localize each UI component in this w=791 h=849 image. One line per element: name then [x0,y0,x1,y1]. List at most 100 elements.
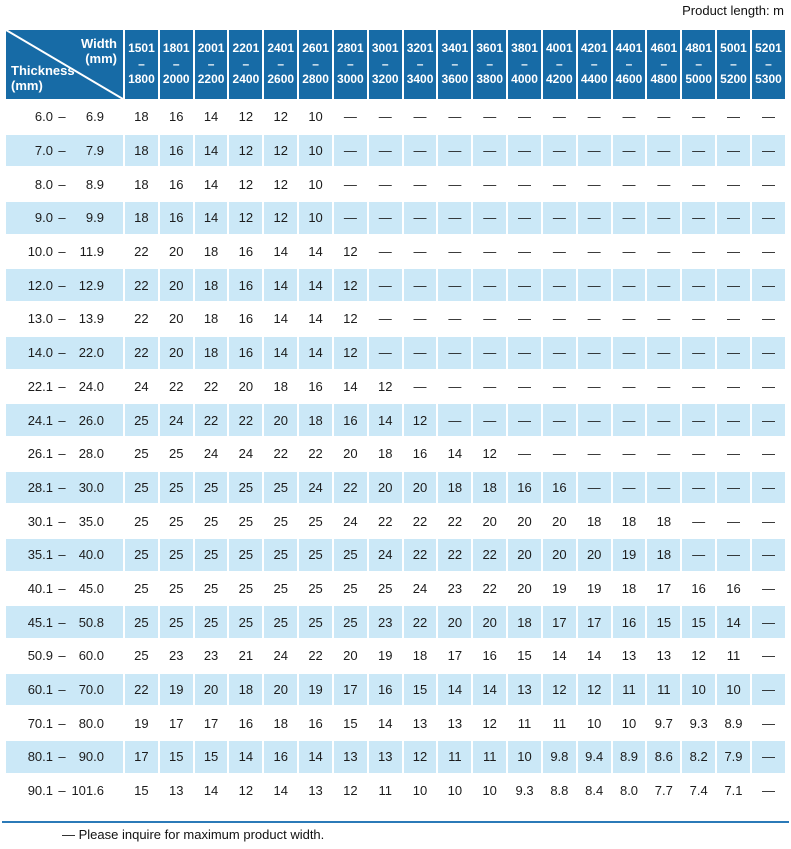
length-value-cell: 14 [473,673,507,706]
thickness-range-label: 40.1–45.0 [6,572,123,605]
length-value-cell: — [751,741,785,773]
width-header-cell: 2401 –2600 [264,30,298,99]
length-value-cell: — [508,101,541,133]
length-value-cell: 12 [403,404,437,436]
length-value-cell: — [508,370,541,403]
length-value-cell: — [717,202,750,234]
length-value-cell: 22 [403,538,437,571]
table-row: 90.1–101.6 15 13 14 12 14 13 12 11 10 10 10 9.3 8.8 8.… [6,774,785,807]
length-value-cell: — [473,168,507,201]
thickness-max: 11.9 [79,244,104,260]
length-value-cell: 10 [508,741,541,773]
length-value-cell: 17 [159,707,193,740]
footnote: — Please inquire for maximum product wid… [62,827,325,842]
length-value-cell: 18 [299,404,332,436]
length-value-cell: 7.9 [717,741,750,773]
width-header-cell: 4801 –5000 [682,30,716,99]
length-value-cell: 17 [333,673,367,706]
length-value-cell: 14 [194,101,228,133]
length-value-cell: — [612,437,646,470]
length-value-cell: 14 [333,370,367,403]
length-value-cell: 18 [264,707,298,740]
thickness-max: 101.6 [71,783,104,799]
range-dash: – [58,345,66,361]
length-value-cell: 24 [194,437,228,470]
length-value-cell: 15 [508,640,541,672]
length-value-cell: 25 [333,538,367,571]
length-value-cell: — [612,269,646,302]
length-value-cell: 12 [264,101,298,133]
length-value-cell: — [403,269,437,302]
length-value-cell: 14 [542,640,576,672]
range-dash: – [58,547,66,563]
table-row: 12.0–12.9 22 20 18 16 14 14 12— — — — — — — — — — — — [6,269,785,302]
length-value-cell: 25 [125,640,158,672]
length-value-cell: 16 [159,202,193,234]
length-value-cell: 18 [368,437,402,470]
length-value-cell: — [647,101,681,133]
length-value-cell: — [403,235,437,268]
length-value-cell: 18 [194,235,228,268]
length-value-cell: — [577,269,611,302]
length-value-cell: — [403,168,437,201]
range-dash: – [58,580,66,596]
length-value-cell: 25 [194,471,228,504]
table-row: 60.1–70.0 22 19 20 18 20 19 17 16 15 14 14 13 12 12 11 1… [6,673,785,706]
length-value-cell: 18 [647,538,681,571]
length-value-cell: 12 [403,741,437,773]
length-value-cell: 25 [159,437,193,470]
thickness-max: 7.9 [85,143,104,159]
length-value-cell: 20 [508,505,541,537]
range-dash: – [58,378,66,394]
length-value-cell: 12 [264,134,298,167]
length-value-cell: — [751,606,785,638]
length-value-cell: 23 [438,572,472,605]
length-value-cell: 14 [438,437,472,470]
length-value-cell: — [542,303,576,335]
range-dash: – [58,176,66,192]
thickness-min: 6.0 [34,109,53,125]
length-value-cell: 14 [368,707,402,740]
range-dash: – [58,244,66,260]
length-value-cell: 16 [229,235,263,268]
length-value-cell: — [682,101,716,133]
table-row: 28.1–30.0 25 25 25 25 25 24 22 20 20 18 18 16 16— — — — —… [6,471,785,504]
length-value-cell: 25 [264,471,298,504]
length-value-cell: 11 [647,673,681,706]
length-value-cell: 12 [682,640,716,672]
table-row: 9.0–9.9 18 16 14 12 12 10— — — — — — — — — — — — — [6,202,785,234]
length-value-cell: 18 [647,505,681,537]
length-value-cell: 20 [438,606,472,638]
length-value-cell: 22 [125,235,158,268]
length-value-cell: 14 [229,741,263,773]
length-value-cell: — [403,370,437,403]
length-value-cell: — [368,269,402,302]
length-value-cell: 23 [159,640,193,672]
length-value-cell: 15 [403,673,437,706]
thickness-max: 12.9 [78,277,104,293]
length-value-cell: — [542,437,576,470]
length-value-cell: 11 [368,774,402,807]
range-dash: – [58,513,66,529]
length-value-cell: 20 [403,471,437,504]
thickness-range-label: 7.0– 7.9 [6,134,123,167]
length-value-cell: 10 [299,134,332,167]
length-value-cell: 18 [125,134,158,167]
length-value-cell: 14 [264,235,298,268]
length-value-cell: 22 [264,437,298,470]
length-value-cell: — [577,202,611,234]
thickness-range-label: 13.0–13.9 [6,303,123,335]
length-value-cell: 11 [438,741,472,773]
length-value-cell: 25 [229,538,263,571]
thickness-max: 13.9 [78,311,104,327]
length-value-cell: 19 [577,572,611,605]
width-header-cell: 2801 –3000 [333,30,367,99]
length-value-cell: 18 [473,471,507,504]
length-value-cell: 20 [508,572,541,605]
length-value-cell: — [612,202,646,234]
length-value-cell: 9.8 [542,741,576,773]
length-value-cell: — [751,774,785,807]
thickness-max: 22.0 [78,345,104,361]
length-value-cell: — [508,404,541,436]
range-dash: – [58,682,66,698]
